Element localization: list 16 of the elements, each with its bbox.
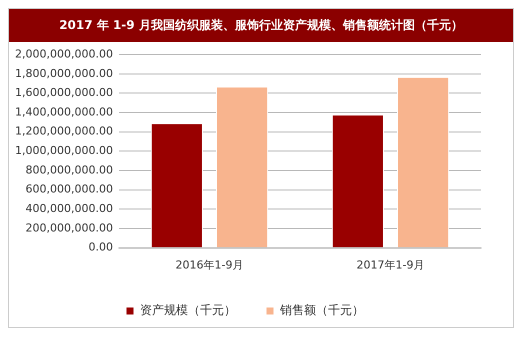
- y-tick-label: 1,200,000,000.00: [15, 124, 113, 138]
- legend-label: 销售额（千元）: [279, 303, 364, 318]
- y-tick-label: 1,000,000,000.00: [15, 144, 113, 158]
- y-tick-label: 1,400,000,000.00: [15, 105, 113, 118]
- y-tick-label: 1,600,000,000.00: [15, 86, 113, 100]
- y-tick-label: 2,000,000,000.00: [15, 47, 113, 60]
- y-tick-label: 400,000,000.00: [25, 202, 113, 216]
- y-tick-label: 800,000,000.00: [25, 163, 113, 176]
- y-tick-label: 0.00: [88, 240, 113, 254]
- legend-label: 资产规模（千元）: [140, 303, 236, 318]
- chart-title: 2017 年 1-9 月我国纺织服装、服饰行业资产规模、销售额统计图（千元）: [9, 9, 513, 42]
- y-tick-label: 600,000,000.00: [25, 182, 113, 196]
- y-tick-label: 200,000,000.00: [25, 221, 113, 234]
- x-tick-label: 2017年1-9月: [356, 258, 424, 272]
- y-tick-label: 1,800,000,000.00: [15, 66, 113, 80]
- x-tick-label: 2016年1-9月: [175, 258, 244, 272]
